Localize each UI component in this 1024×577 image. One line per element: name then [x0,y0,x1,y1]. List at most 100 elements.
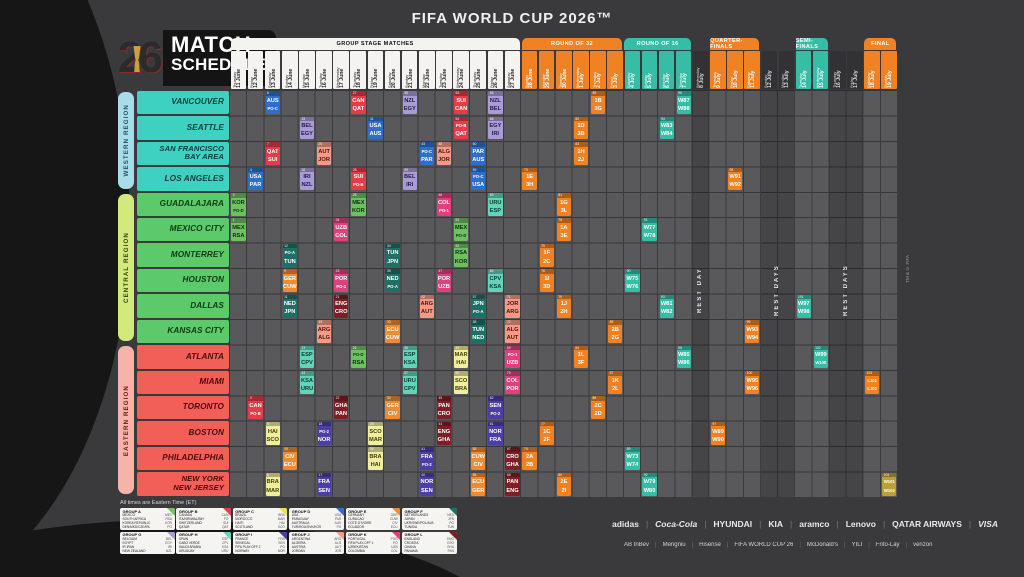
group-team-row: HAITI HAI [235,520,285,525]
team-code: PAN [335,411,348,418]
match-number: 83 [573,142,589,147]
sponsor-logo: KIA [768,519,784,529]
team-code: MAR [369,436,382,443]
match-number: 37 [402,371,417,376]
date-column-header: Wednesday 8 July [693,51,709,89]
match-number: 60 [471,142,486,147]
match-cell: 2 KOR PO-D [231,192,246,216]
group-team-row: JORDAN JOR [291,548,342,553]
team-code: 2B [525,462,534,469]
team-code: URU [300,385,314,392]
match-cell: 50 SCO BRA [453,371,469,394]
date-column-header: Saturday 11 July [744,51,760,89]
team-code: W98 [797,309,810,316]
team-code: 3F [577,360,585,367]
group-team-row: SCOTLAND SCO [235,524,285,529]
date-column-header: Saturday 20 June [384,51,401,89]
match-number: 28 [351,167,366,173]
team-code: L101 [867,377,877,383]
match-number: 29 [368,421,383,427]
team-code: EGY [403,105,416,112]
match-number: 10 [282,447,297,452]
date-column-header: Monday 29 June [538,51,555,89]
team-code: W96 [746,385,759,392]
match-number: 101 [796,294,811,300]
logo-line1: MATCH [170,32,252,57]
match-number: 95 [676,345,691,351]
legend-group-box: GROUP L ENGLAND ENG CROATIA CRO GHANA GHA PANAM… [402,531,457,554]
group-team-row: AUSTRALIA AUS [291,520,342,525]
background-swoosh-top-left [0,0,130,577]
team-code: SCO [266,436,279,443]
match-cell: 94 W83 W84 [659,116,674,140]
date-column-header: Saturday 4 July [624,51,641,89]
match-cell: 102 W99 W100 [813,345,828,369]
team-code: PO-B [250,411,261,417]
team-code: KSA [403,360,416,367]
match-number: 69 [505,345,520,351]
team-code: AUS [266,97,279,104]
legend-group-box: GROUP D USA USA PARAGUAY PAR AUSTRALIA AUS TUR/… [289,508,344,530]
team-code: TUN [283,258,296,265]
match-cell: 84 1L 3F [573,345,589,369]
match-number: 31 [368,116,383,122]
city-row-label: MONTERREY [137,243,229,267]
match-number: 14 [299,371,315,376]
team-code: BRA [266,479,279,486]
match-cell: 64 CPV KSA [488,269,503,293]
match-cell: 22 GHA PAN [334,396,349,420]
group-team-row: AUSTRIA AUT [291,544,342,549]
team-code: 2J [577,156,585,163]
team-code: URU [489,199,502,206]
team-code: UZB [335,225,348,232]
date-column-header: Thursday 16 July [830,51,846,89]
group-title: GROUP A [122,508,141,514]
date-column-header: Friday 10 July [727,51,743,89]
rest-day-label: REST DAY [697,267,704,313]
group-title: GROUP K [348,532,367,538]
city-row-label: MIAMI [137,370,229,395]
team-code: W81 [660,301,673,308]
city-row-label: NEW YORK NEW JERSEY [137,472,229,496]
match-cell: 27 CAN QAT [351,91,366,115]
group-team-row: UKR/SWE/POL/ALB PO [404,520,455,525]
team-code: MAR [266,487,280,494]
match-number: 9 [282,269,297,274]
team-code: PO-C [473,174,484,180]
group-color-corner [392,531,401,540]
city-row-label: ATLANTA [137,345,229,369]
city-row-label: BOSTON [137,421,229,445]
team-code: W77 [643,225,656,232]
match-cell: 59 PO-C USA [471,167,486,191]
match-number: 86 [590,396,606,402]
team-code: GHA [334,403,348,410]
match-number: 62 [488,396,503,402]
match-number: 64 [488,269,503,274]
date-column-header: Tuesday 14 July [795,51,812,89]
match-cell: 39 BEL IRI [402,167,417,191]
match-number: 23 [334,269,349,274]
team-code: PO-1 [439,207,449,213]
match-cell: 55 CUW CIV [471,447,486,471]
team-code: 1E [526,174,534,181]
match-cell: 79 1J 2H [556,294,572,318]
group-color-corner [279,531,288,540]
team-code: PO-D [353,352,364,358]
phase-header-semi-finals: SEMI-FINALS [795,38,828,50]
match-number: 33 [385,320,400,325]
match-number: 103 [865,371,880,376]
team-code: PO-A [387,284,398,289]
team-code: EGY [300,131,313,138]
team-code: BRA [369,453,382,460]
phase-header-round-of-32: ROUND OF 32 [521,38,623,50]
date-column-header: Wednesday 17 June [333,51,349,89]
match-number: 71 [505,294,520,300]
match-cell: 98 W91 W92 [728,167,743,191]
match-number: 27 [351,91,366,96]
team-code: L102 [867,385,877,391]
team-code: NZL [301,182,313,189]
group-color-corner [166,531,175,540]
phase-header-quarter-finals: QUARTER-FINALS [710,38,760,50]
match-cell: 70 COL POR [505,371,520,394]
group-color-corner [335,531,344,540]
